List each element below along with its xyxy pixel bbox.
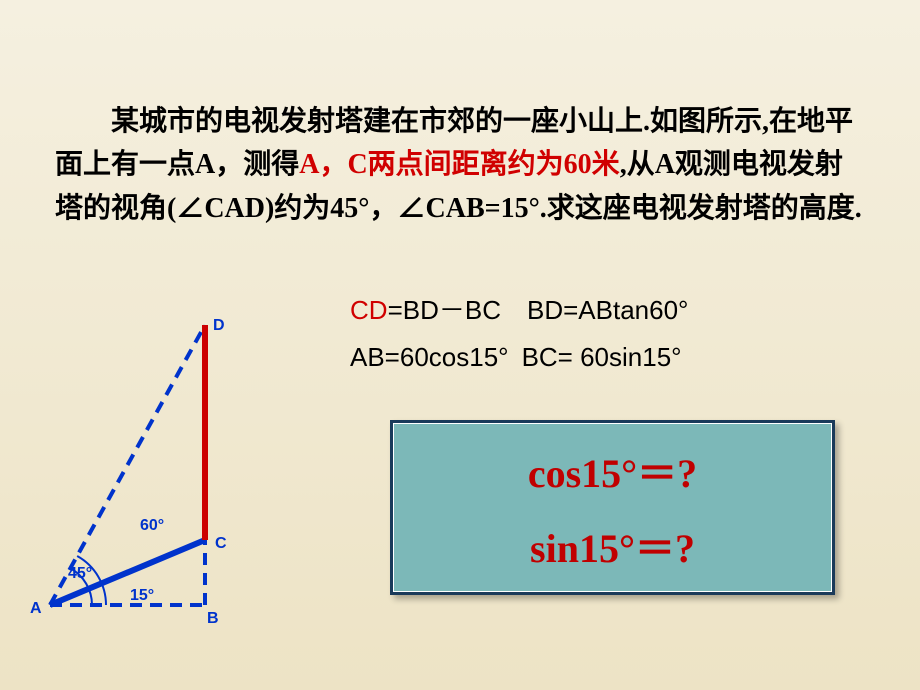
problem-highlight: A，C两点间距离约为60米 (299, 149, 619, 180)
svg-text:45°: 45° (68, 565, 92, 582)
solution-cd: CD (350, 295, 388, 325)
solution-line-1: CD=BD－BC BD=ABtan60° (350, 290, 688, 327)
svg-text:15°: 15° (130, 587, 154, 604)
answer-sin: sin15°＝? (530, 516, 695, 574)
answer-cos: cos15°＝? (528, 441, 697, 499)
answer-box: cos15°＝? sin15°＝? (390, 420, 835, 595)
solution-line-2: AB=60cos15° BC= 60sin15° (350, 342, 682, 373)
svg-text:A: A (30, 600, 42, 617)
problem-indent (55, 106, 111, 137)
problem-text: 某城市的电视发射塔建在市郊的一座小山上.如图所示,在地平面上有一点A，测得A，C… (55, 100, 865, 230)
svg-text:D: D (213, 317, 225, 334)
svg-text:C: C (215, 535, 227, 552)
geometry-diagram: 45° 60° 15° A B C D (20, 300, 300, 640)
solution-rest1: =BD－BC BD=ABtan60° (388, 295, 689, 325)
svg-text:B: B (207, 610, 219, 627)
svg-text:60°: 60° (140, 517, 164, 534)
